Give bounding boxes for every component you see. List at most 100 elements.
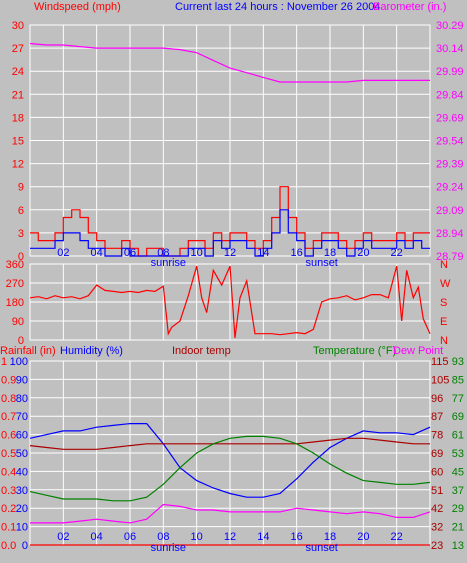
rainfall-tick-label: 0.6 [1,430,16,442]
indoor-temp-line [29,437,430,450]
time-tick-label: 08 [157,531,169,543]
sunrise-label: sunrise [151,542,186,554]
dewpoint-tick-label: 45 [452,466,464,478]
barometer-line [29,42,430,83]
time-tick-label: 18 [324,247,336,259]
barometer-tick-label: 29.99 [436,66,464,78]
dewpoint-axis-title: Dew Point [393,345,443,357]
time-tick-label: 14 [257,247,269,259]
indoor-temp-label: Indoor temp [172,345,231,357]
dewpoint-tick-label: 85 [452,374,464,386]
humidity-axis-title: Humidity (%) [60,345,123,357]
chart-title: Current last 24 hours : November 26 2004 [175,1,380,13]
direction-tick-label: 270 [6,278,24,290]
wind-direction-line [29,265,431,338]
barometer-tick-label: 29.84 [436,89,464,101]
compass-tick-label: W [440,278,451,290]
windspeed-tick-label: 21 [12,89,24,101]
rainfall-tick-label: 0.4 [1,466,16,478]
compass-tick-label: N [440,335,448,347]
humidity-tick-label: 10 [16,522,28,534]
humidity-tick-label: 40 [16,466,28,478]
temperature-tick-label: 23 [431,540,443,552]
time-tick-label: 16 [291,531,303,543]
direction-tick-label: 360 [6,259,24,271]
temperature-tick-label: 87 [431,411,443,423]
compass-tick-label: E [440,316,447,328]
rainfall-tick-label: 0.3 [1,485,16,497]
barometer-tick-label: 29.69 [436,112,464,124]
barometer-tick-label: 29.24 [436,182,464,194]
rainfall-tick-label: 0.5 [1,448,16,460]
dewpoint-tick-label: 77 [452,393,464,405]
time-tick-label: 08 [157,247,169,259]
dewpoint-tick-label: 53 [452,448,464,460]
rainfall-tick-label: 0.0 [1,540,16,552]
rainfall-tick-label: 0.1 [1,522,16,534]
compass-tick-label: S [440,297,447,309]
time-tick-label: 22 [391,247,403,259]
direction-tick-label: 0 [18,335,24,347]
temperature-tick-label: 69 [431,448,443,460]
rainfall-tick-label: 0.8 [1,393,16,405]
rainfall-tick-label: 0.9 [1,374,16,386]
barometer-tick-label: 29.54 [436,136,464,148]
barometer-tick-label: 28.79 [436,251,464,263]
temperature-tick-label: 51 [431,485,443,497]
windspeed-tick-label: 24 [12,66,24,78]
rainfall-tick-label: 0.7 [1,411,16,423]
dewpoint-tick-label: 13 [452,540,464,552]
humidity-tick-label: 0 [22,540,28,552]
time-tick-label: 06 [124,247,136,259]
time-tick-label: 06 [124,531,136,543]
temperature-tick-label: 78 [431,430,443,442]
temperature-tick-label: 115 [431,356,449,368]
humidity-tick-label: 70 [16,411,28,423]
temperature-tick-label: 60 [431,466,443,478]
time-tick-label: 20 [357,247,369,259]
humidity-tick-label: 60 [16,430,28,442]
windspeed-tick-label: 27 [12,43,24,55]
dewpoint-tick-label: 61 [452,430,464,442]
temperature-line [29,435,431,502]
time-tick-label: 12 [224,247,236,259]
temperature-tick-label: 105 [431,374,449,386]
time-tick-label: 18 [324,531,336,543]
humidity-tick-label: 80 [16,393,28,405]
humidity-tick-label: 20 [16,503,28,515]
barometer-tick-label: 29.39 [436,159,464,171]
time-tick-label: 22 [391,531,403,543]
windspeed-axis-title: Windspeed (mph) [34,1,121,13]
time-tick-label: 02 [57,531,69,543]
sunset-label: sunset [305,542,337,554]
direction-tick-label: 180 [6,297,24,309]
time-tick-label: 12 [224,531,236,543]
humidity-line [29,423,431,498]
dewpoint-tick-label: 37 [452,485,464,497]
humidity-tick-label: 100 [10,356,28,368]
windspeed-tick-label: 15 [12,136,24,148]
windspeed-tick-label: 12 [12,159,24,171]
dewpoint-tick-label: 69 [452,411,464,423]
rainfall-tick-label: 0.2 [1,503,16,515]
time-tick-label: 14 [257,531,269,543]
dewpoint-tick-label: 93 [452,356,464,368]
windspeed-tick-label: 18 [12,112,24,124]
temperature-tick-label: 96 [431,393,443,405]
rainfall-tick-label: 1 [1,356,7,368]
sunset-label: sunset [305,257,337,269]
humidity-tick-label: 90 [16,374,28,386]
humidity-tick-label: 30 [16,485,28,497]
time-tick-label: 02 [57,247,69,259]
dewpoint-tick-label: 21 [452,522,464,534]
dewpoint-tick-label: 29 [452,503,464,515]
windspeed-tick-label: 9 [18,182,24,194]
windspeed-tick-label: 30 [12,20,24,32]
windspeed-tick-label: 6 [18,205,24,217]
time-tick-label: 20 [357,531,369,543]
barometer-tick-label: 29.09 [436,205,464,217]
rainfall-axis-title: Rainfall (in) [0,345,56,357]
time-tick-label: 10 [191,247,203,259]
barometer-axis-title: Barometer (in.) [373,1,446,13]
